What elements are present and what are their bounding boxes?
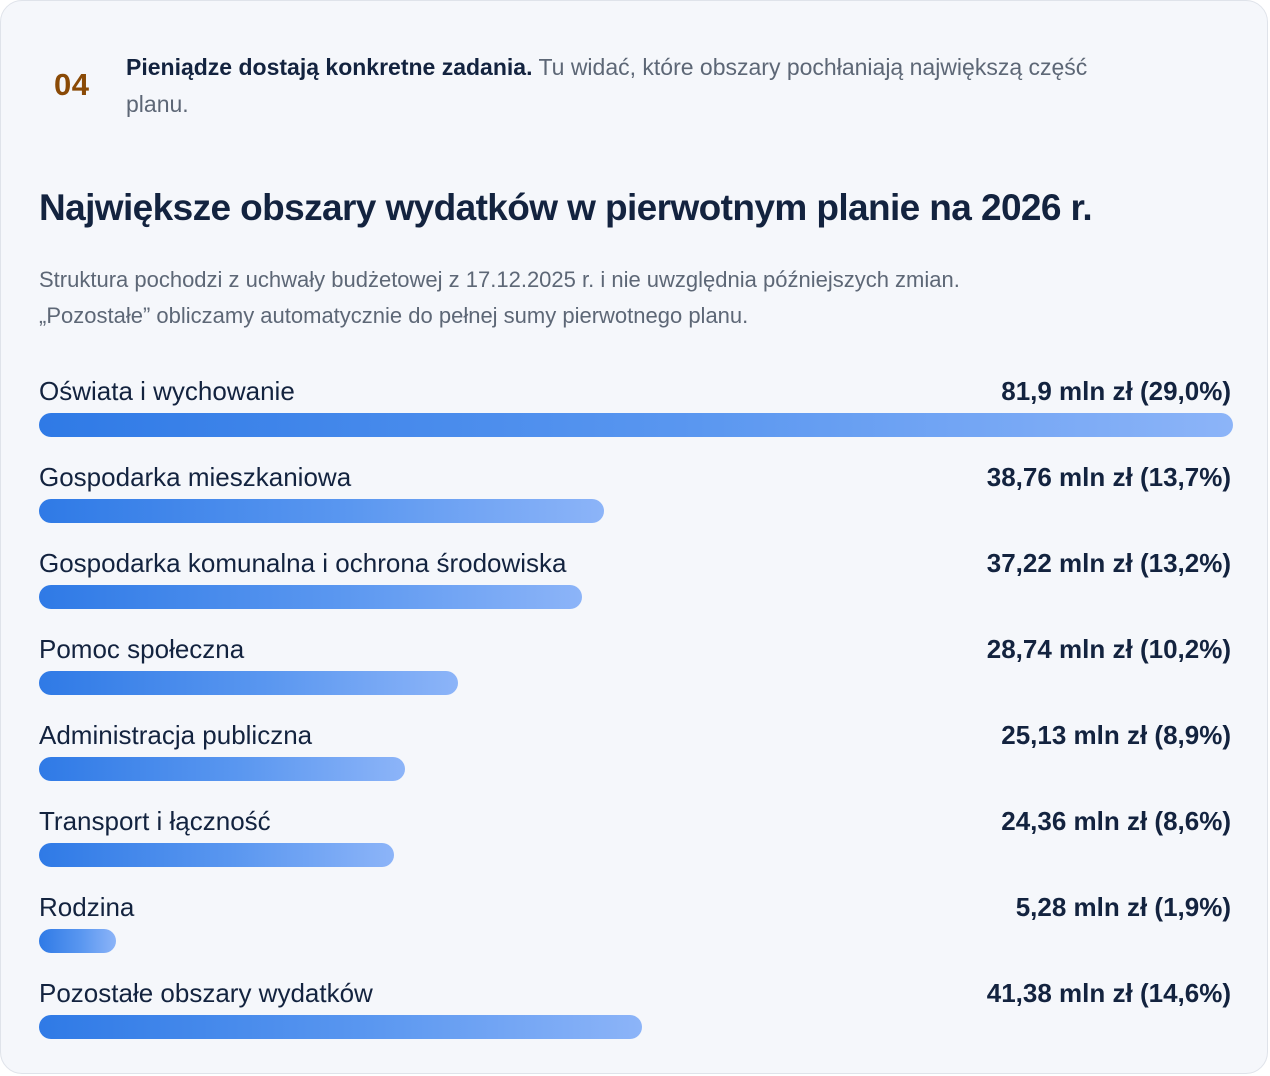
bar-value-label: 25,13 mln zł (8,9%)	[1001, 720, 1231, 750]
bar-row: Administracja publiczna 25,13 mln zł (8,9…	[39, 714, 1233, 800]
subtitle-line-1: Struktura pochodzi z uchwały budżetowej …	[39, 267, 960, 292]
bar-value-label: 37,22 mln zł (13,2%)	[986, 548, 1231, 578]
step-number: 04	[54, 67, 90, 102]
chart-title: Największe obszary wydatków w pierwotnym…	[39, 187, 1093, 228]
bar-track	[39, 413, 1233, 437]
bar-label: Rodzina	[39, 892, 135, 922]
bar	[39, 1015, 642, 1039]
bar-row: Transport i łączność 24,36 mln zł (8,6%)	[39, 800, 1233, 886]
bar	[39, 757, 405, 781]
bar	[39, 671, 458, 695]
bar-label: Gospodarka komunalna i ochrona środowisk…	[39, 548, 567, 578]
bar	[39, 499, 604, 523]
bar-label: Pomoc społeczna	[39, 634, 245, 664]
bar	[39, 585, 582, 609]
bar-track	[39, 757, 1233, 781]
bar-row: Gospodarka komunalna i ochrona środowisk…	[39, 542, 1233, 628]
bar-track	[39, 929, 1233, 953]
bar-value-label: 24,36 mln zł (8,6%)	[1001, 806, 1231, 836]
bar-track	[39, 1015, 1233, 1039]
bar-label: Transport i łączność	[39, 806, 271, 836]
intro-rest: Tu widać, które obszary pochłaniają najw…	[126, 54, 1088, 117]
intro-text: Pieniądze dostają konkretne zadania. Tu …	[126, 49, 1136, 123]
bar-list: Oświata i wychowanie 81,9 mln zł (29,0%) G…	[39, 370, 1233, 1058]
bar-row: Oświata i wychowanie 81,9 mln zł (29,0%)	[39, 370, 1233, 456]
bar-row: Rodzina 5,28 mln zł (1,9%)	[39, 886, 1233, 972]
bar-label: Administracja publiczna	[39, 720, 313, 750]
bar-label: Pozostałe obszary wydatków	[39, 978, 373, 1008]
bar	[39, 929, 116, 953]
bar-value-label: 5,28 mln zł (1,9%)	[1015, 892, 1231, 922]
bar-track	[39, 671, 1233, 695]
bar	[39, 843, 394, 867]
bar-row: Pozostałe obszary wydatków 41,38 mln zł (…	[39, 972, 1233, 1058]
subtitle-line-2: „Pozostałe” obliczamy automatycznie do p…	[39, 303, 749, 328]
chart-subtitle: Struktura pochodzi z uchwały budżetowej …	[39, 262, 1239, 334]
bar	[39, 413, 1233, 437]
bar-track	[39, 843, 1233, 867]
bar-label: Gospodarka mieszkaniowa	[39, 462, 352, 492]
intro-bold: Pieniądze dostają konkretne zadania.	[126, 54, 533, 80]
bar-row: Gospodarka mieszkaniowa 38,76 mln zł (13,…	[39, 456, 1233, 542]
bar-value-label: 28,74 mln zł (10,2%)	[986, 634, 1231, 664]
bar-value-label: 38,76 mln zł (13,7%)	[986, 462, 1231, 492]
bar-value-label: 41,38 mln zł (14,6%)	[986, 978, 1231, 1008]
bar-value-label: 81,9 mln zł (29,0%)	[1001, 376, 1231, 406]
bar-track	[39, 585, 1233, 609]
bar-row: Pomoc społeczna 28,74 mln zł (10,2%)	[39, 628, 1233, 714]
bar-track	[39, 499, 1233, 523]
bar-label: Oświata i wychowanie	[39, 376, 295, 406]
